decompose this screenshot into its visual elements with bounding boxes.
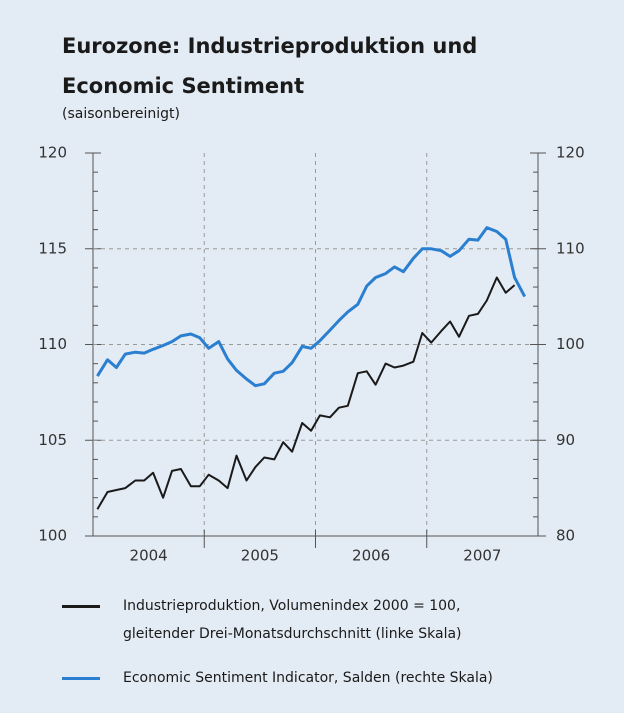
y2-tick-label: 120 [556,144,585,162]
y2-tick-label: 110 [556,239,585,257]
y-tick-label: 120 [38,144,67,162]
x-tick-label: 2007 [463,547,501,565]
series-line [96,226,527,388]
chart-subtitle: (saisonbereinigt) [62,106,181,122]
y-tick-label: 110 [38,335,67,353]
y-tick-label: 105 [38,431,67,449]
series-line [96,276,516,510]
legend-swatch [62,605,100,608]
y2-tick-label: 90 [556,431,575,449]
y2-tick-label: 100 [556,335,585,353]
chart-title: Eurozone: Industrieproduktion und Econom… [62,34,478,98]
x-tick-label: 2004 [130,547,168,565]
y2-tick-label: 80 [556,527,575,545]
legend-label: Economic Sentiment Indicator, Salden (re… [123,670,493,686]
x-tick-label: 2006 [352,547,390,565]
y-tick-label: 100 [38,527,67,545]
y-tick-label: 115 [38,239,67,257]
legend-label: Industrieproduktion, Volumenindex 2000 =… [123,598,462,642]
x-tick-label: 2005 [241,547,279,565]
legend-swatch [62,677,100,680]
